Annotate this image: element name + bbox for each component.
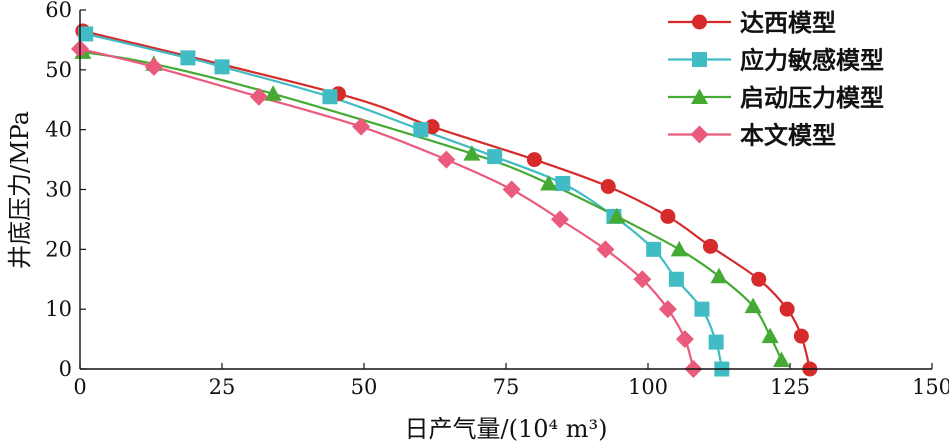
series-line-2 xyxy=(85,32,723,370)
series-1-point xyxy=(526,152,542,168)
series-3-point xyxy=(670,240,688,257)
series-1-point xyxy=(424,119,440,135)
x-tick-label: 0 xyxy=(73,375,86,399)
series-4-point xyxy=(675,330,694,349)
series-2-point xyxy=(322,89,338,105)
series-4-point xyxy=(249,87,268,106)
series-4-point xyxy=(596,240,615,259)
axis-ticks: 0 25 50 75 100 125 150 0 10 20 30 40 50 60 xyxy=(45,0,949,399)
x-tick-label: 125 xyxy=(770,375,810,399)
series-1-point xyxy=(779,301,795,317)
series-4-point xyxy=(502,180,521,199)
series-line-1 xyxy=(82,29,811,370)
y-tick-label: 20 xyxy=(45,237,72,261)
x-tick-label: 150 xyxy=(912,375,949,399)
legend-marker xyxy=(692,14,707,30)
series-2-point xyxy=(413,122,429,138)
series-4-point xyxy=(633,270,652,289)
legend-label: 本文模型 xyxy=(740,121,836,150)
series-2-point xyxy=(708,334,724,350)
legend-label: 达西模型 xyxy=(740,8,836,37)
legend-label: 应力敏感模型 xyxy=(740,46,884,75)
x-tick-label: 75 xyxy=(493,375,520,399)
x-tick-label: 100 xyxy=(628,375,668,399)
series-lines xyxy=(79,29,811,370)
series-3-point xyxy=(772,351,790,368)
series-2-point xyxy=(668,271,684,287)
series-3-point xyxy=(761,327,779,344)
series-3-point xyxy=(463,145,481,161)
y-axis-title: 井底压力/MPa xyxy=(6,111,34,269)
series-3-point xyxy=(710,267,728,284)
series-2-point xyxy=(214,59,230,75)
series-2-point xyxy=(555,176,571,192)
series-1-point xyxy=(702,238,718,254)
series-1-point xyxy=(751,271,767,287)
y-tick-label: 0 xyxy=(59,357,72,381)
series-4-point xyxy=(437,150,456,169)
y-tick-label: 50 xyxy=(45,58,72,82)
series-3-point xyxy=(540,175,558,191)
series-3-point xyxy=(608,207,626,224)
series-1-point xyxy=(793,328,809,344)
y-tick-label: 40 xyxy=(45,118,72,142)
series-4-point xyxy=(550,210,569,229)
legend-marker xyxy=(692,52,707,67)
series-2-point xyxy=(694,301,710,317)
x-axis-title: 日产气量/(10⁴ m³) xyxy=(405,415,608,443)
series-2-point xyxy=(487,149,503,165)
x-tick-label: 25 xyxy=(209,375,236,399)
series-2-point xyxy=(180,50,196,66)
series-2-point xyxy=(646,241,662,257)
x-tick-label: 50 xyxy=(351,375,378,399)
y-tick-label: 60 xyxy=(45,0,72,22)
series-3-point xyxy=(264,85,282,101)
series-4-point xyxy=(658,300,677,319)
series-1-point xyxy=(600,179,616,195)
series-2-point xyxy=(78,26,94,42)
series-4-point xyxy=(144,57,163,76)
legend-marker xyxy=(690,125,709,144)
legend-label: 启动压力模型 xyxy=(740,83,884,112)
series-1-point xyxy=(660,208,676,224)
y-tick-label: 10 xyxy=(45,297,72,321)
series-3-point xyxy=(744,297,762,314)
series-markers xyxy=(71,23,818,378)
y-tick-label: 30 xyxy=(45,178,72,202)
legend-marker xyxy=(691,88,708,104)
series-4-point xyxy=(352,117,371,136)
series-line-3 xyxy=(82,50,783,361)
